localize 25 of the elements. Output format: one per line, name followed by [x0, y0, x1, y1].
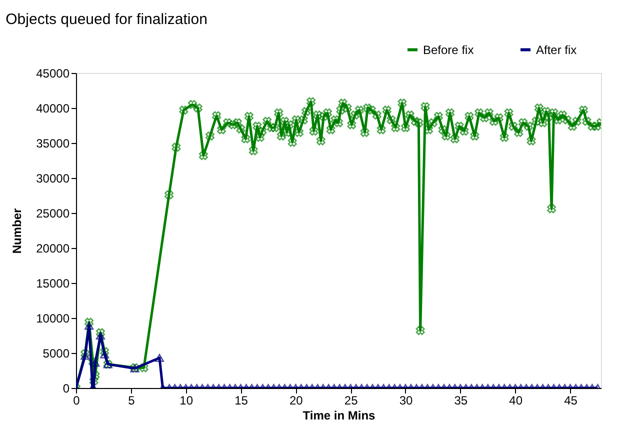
- y-tick-label: 10000: [36, 312, 70, 326]
- y-tick-label: 0: [62, 382, 70, 396]
- x-tick-label: 15: [234, 394, 248, 408]
- chart-title: Objects queued for finalization: [6, 11, 208, 28]
- legend-label: Before fix: [423, 42, 474, 57]
- y-tick-label: 30000: [36, 172, 70, 186]
- y-tick-label: 5000: [42, 346, 70, 360]
- x-tick-label: 10: [180, 394, 194, 408]
- x-tick-label: 30: [399, 394, 413, 408]
- y-tick-label: 15000: [36, 276, 70, 290]
- y-axis-title: Number: [10, 208, 24, 254]
- x-tick-label: 5: [128, 394, 136, 408]
- x-axis-title: Time in Mins: [302, 408, 376, 422]
- x-tick-label: 25: [344, 394, 358, 408]
- y-tick-label: 45000: [36, 66, 70, 80]
- y-tick-label: 25000: [36, 206, 70, 220]
- x-tick-label: 0: [73, 394, 80, 408]
- legend-label: After fix: [536, 42, 577, 57]
- x-tick-label: 40: [509, 394, 523, 408]
- y-tick-label: 40000: [36, 102, 70, 116]
- y-tick-label: 35000: [36, 136, 70, 150]
- y-tick-label: 20000: [36, 242, 70, 256]
- x-tick-label: 35: [454, 394, 468, 408]
- x-tick-label: 45: [564, 394, 578, 408]
- x-tick-label: 20: [289, 394, 304, 408]
